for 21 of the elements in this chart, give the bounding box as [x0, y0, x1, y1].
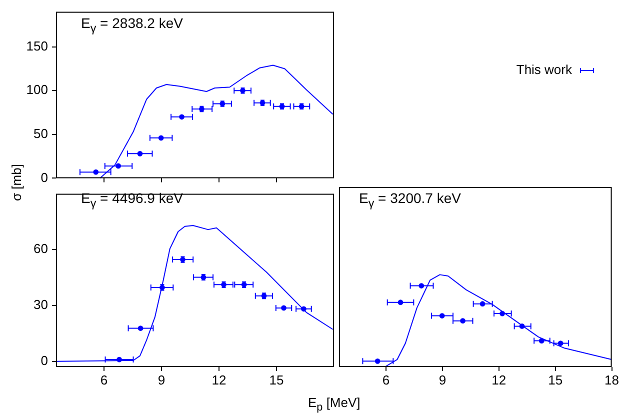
y-tick-label: 30	[34, 297, 48, 312]
x-tick-label: 6	[100, 372, 108, 388]
y-tick-label: 60	[34, 241, 48, 256]
x-tick-label: 15	[269, 372, 284, 388]
chart-title: E$_{γ}$ = 3200.7 keV	[359, 190, 461, 210]
x-tick-label: 12	[212, 372, 226, 388]
y-tick-label: 150	[26, 38, 48, 54]
x-axis-title: E$_{p}$ [MeV]	[308, 395, 360, 413]
x-tick-label: 15	[548, 372, 563, 388]
y-tick-label: 100	[26, 82, 48, 98]
legend-label: This work	[516, 62, 572, 77]
y-tick-label: 0	[40, 352, 48, 368]
y-tick-label: 0	[40, 170, 48, 185]
x-tick-label: 9	[158, 372, 166, 388]
y-tick-label: 50	[34, 126, 48, 141]
x-tick-label: 6	[382, 372, 390, 388]
x-tick-label: 18	[604, 372, 620, 388]
chart-title: E$_{γ}$ = 2838.2 keV	[81, 15, 183, 35]
x-tick-label: 9	[438, 372, 446, 388]
y-axis-title: σ [mb]	[8, 164, 24, 200]
x-tick-label: 12	[492, 372, 506, 388]
